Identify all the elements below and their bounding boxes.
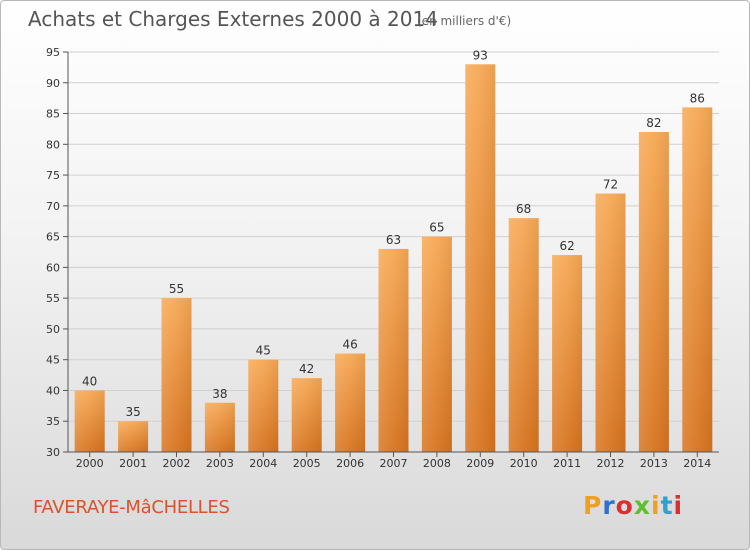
x-tick-label: 2013 <box>640 457 668 470</box>
bar-shine <box>465 64 496 453</box>
logo-letter: r <box>602 491 616 520</box>
logo-letter: P <box>583 491 603 520</box>
value-label: 86 <box>690 91 705 105</box>
y-tick-label: 90 <box>46 77 60 90</box>
x-tick-label: 2014 <box>683 457 711 470</box>
proxiti-logo[interactable]: Proxiti <box>583 491 683 520</box>
logo-letter: i <box>673 491 684 520</box>
chart-units: (en milliers d'€) <box>417 14 512 28</box>
bar-shine <box>74 390 105 452</box>
bar-shine <box>291 378 322 452</box>
bar-shine <box>682 107 713 452</box>
y-tick-label: 75 <box>46 169 60 182</box>
x-tick-label: 2009 <box>466 457 494 470</box>
bar-shine <box>638 132 669 452</box>
value-label: 72 <box>603 178 618 192</box>
logo-letter: x <box>633 491 651 520</box>
y-tick-label: 65 <box>46 231 60 244</box>
bar-shine <box>421 236 452 452</box>
bar-shine <box>508 218 539 452</box>
bar-shine <box>204 402 235 452</box>
x-tick-label: 2008 <box>423 457 451 470</box>
x-tick-label: 2002 <box>163 457 191 470</box>
x-tick-label: 2011 <box>553 457 581 470</box>
logo-letter: t <box>660 491 674 520</box>
y-tick-label: 55 <box>46 292 60 305</box>
logo-letter: o <box>615 491 634 520</box>
y-tick-label: 35 <box>46 415 60 428</box>
value-label: 46 <box>342 338 357 352</box>
bar-shine <box>118 421 149 452</box>
value-label: 82 <box>646 116 661 130</box>
value-label: 62 <box>559 239 574 253</box>
y-tick-label: 30 <box>46 446 60 459</box>
value-label: 93 <box>473 48 488 62</box>
y-tick-label: 50 <box>46 323 60 336</box>
y-tick-label: 70 <box>46 200 60 213</box>
value-label: 35 <box>125 405 140 419</box>
bar-shine <box>161 298 192 452</box>
y-tick-label: 40 <box>46 384 60 397</box>
x-tick-label: 2007 <box>380 457 408 470</box>
bar-shine <box>378 248 409 452</box>
value-label: 45 <box>256 344 271 358</box>
x-tick-label: 2000 <box>76 457 104 470</box>
bar-shine <box>248 359 279 452</box>
y-tick-label: 80 <box>46 138 60 151</box>
value-label: 63 <box>386 233 401 247</box>
x-tick-label: 2004 <box>249 457 277 470</box>
bar-shine <box>595 193 626 453</box>
x-tick-label: 2006 <box>336 457 364 470</box>
x-tick-label: 2003 <box>206 457 234 470</box>
x-tick-label: 2001 <box>119 457 147 470</box>
commune-name: FAVERAYE-MâCHELLES <box>33 497 230 518</box>
value-label: 65 <box>429 221 444 235</box>
value-label: 38 <box>212 387 227 401</box>
chart-title: Achats et Charges Externes 2000 à 2014 <box>28 7 438 31</box>
value-label: 40 <box>82 374 97 388</box>
y-tick-label: 60 <box>46 261 60 274</box>
x-tick-label: 2005 <box>293 457 321 470</box>
logo-letter: i <box>651 491 661 520</box>
value-label: 55 <box>169 282 184 296</box>
bar-shine <box>335 353 366 452</box>
value-label: 42 <box>299 362 314 376</box>
x-tick-label: 2012 <box>597 457 625 470</box>
x-tick-label: 2010 <box>510 457 538 470</box>
value-label: 68 <box>516 202 531 216</box>
y-tick-label: 45 <box>46 354 60 367</box>
bar-shine <box>552 255 583 452</box>
y-tick-label: 95 <box>46 46 60 59</box>
y-tick-label: 85 <box>46 108 60 121</box>
